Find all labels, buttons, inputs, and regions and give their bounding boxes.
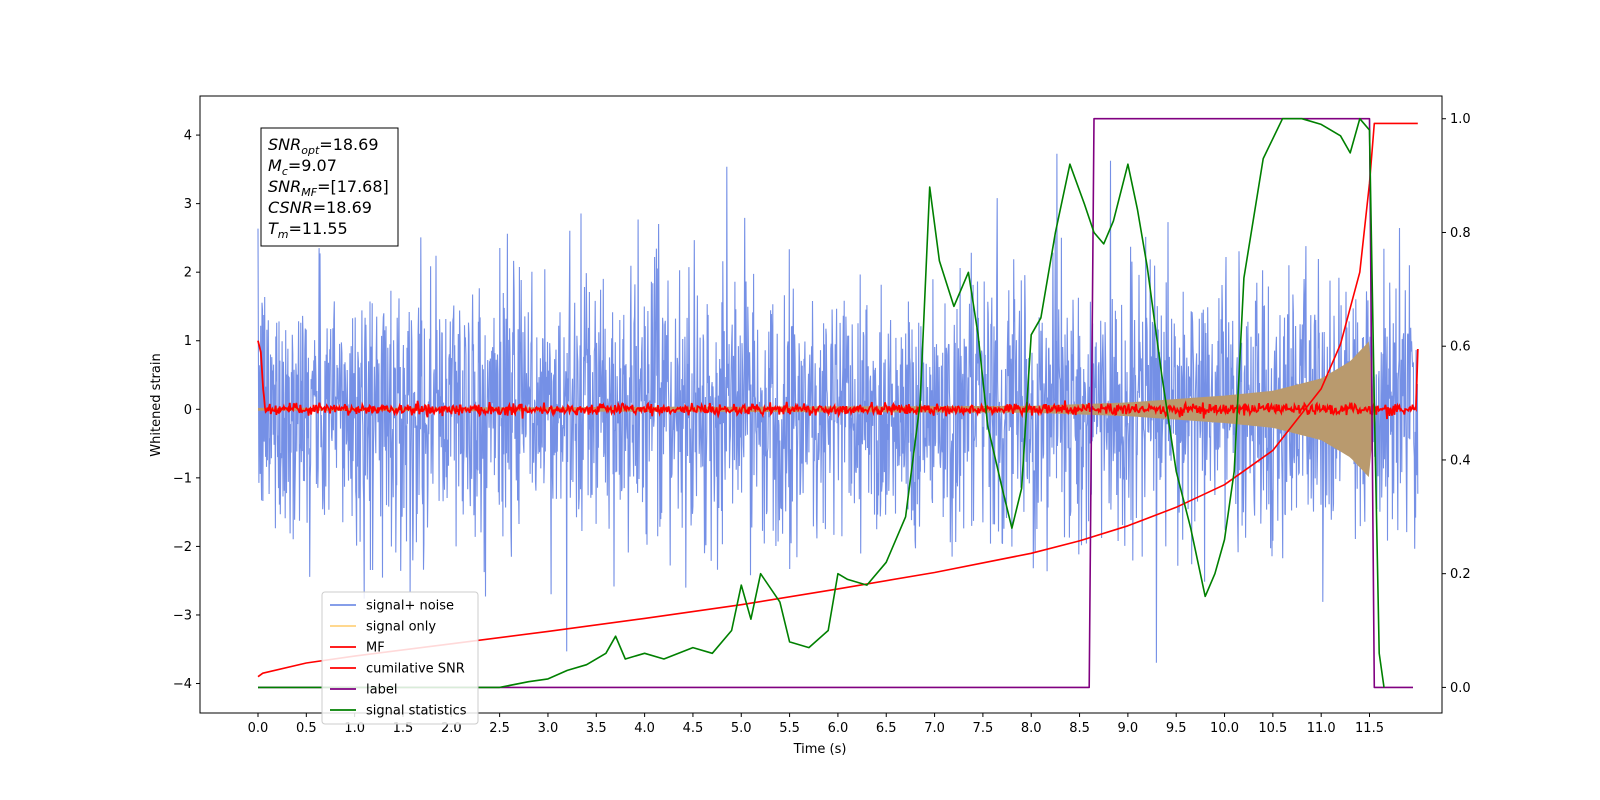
series-mf	[257, 340, 1419, 420]
x-tick-label: 2.0	[441, 721, 462, 736]
y-right-tick-label: 0.6	[1450, 340, 1471, 355]
x-tick-label: 8.0	[1021, 721, 1042, 736]
x-tick-label: 9.0	[1118, 721, 1139, 736]
legend-label: label	[366, 683, 397, 698]
x-axis: 0.0 0.5 1.0 1.5 2.0 2.5 3.0 3.5 4.0 4.5 5.0 5.5 6.0 6…	[248, 713, 1384, 736]
x-tick-label: 2.5	[489, 721, 510, 736]
y-left-axis: −4 −3 −2 −1 0 1 2 3 4	[173, 129, 200, 692]
x-tick-label: 5.5	[779, 721, 800, 736]
legend-label: signal statistics	[366, 704, 467, 719]
y-right-tick-label: 0.4	[1450, 453, 1471, 468]
stats-box: SNRopt=18.69Mc=9.07SNRMF=[17.68]CSNR=18.…	[260, 127, 399, 247]
legend-label: MF	[366, 641, 385, 656]
legend-label: signal+ noise	[366, 599, 454, 614]
x-tick-label: 6.0	[828, 721, 849, 736]
y-left-tick-label: 4	[184, 129, 192, 144]
y-right-axis: 0.0 0.2 0.4 0.6 0.8 1.0	[1442, 112, 1471, 696]
x-tick-label: 7.0	[924, 721, 945, 736]
legend-label: cumilative SNR	[366, 662, 465, 677]
x-tick-label: 3.0	[538, 721, 559, 736]
y-left-tick-label: 0	[184, 403, 192, 418]
y-left-tick-label: −3	[173, 608, 192, 623]
x-tick-label: 10.5	[1258, 721, 1287, 736]
stats-line: Tm=11.55	[268, 219, 348, 241]
x-tick-label: 0.5	[296, 721, 317, 736]
legend-frame	[321, 591, 479, 725]
stats-box-frame	[260, 127, 399, 247]
x-tick-label: 5.0	[731, 721, 752, 736]
legend: signal+ noise signal only MF cumilative SNR…	[321, 591, 479, 725]
series-label	[258, 117, 1413, 689]
x-axis-label: Time (s)	[793, 742, 847, 757]
x-tick-label: 10.0	[1210, 721, 1239, 736]
plot-frame	[199, 95, 1443, 714]
y-right-tick-label: 0.8	[1450, 226, 1471, 241]
y-left-tick-label: 3	[184, 197, 192, 212]
stats-line: SNRopt=18.69	[268, 135, 379, 157]
x-tick-label: 9.5	[1166, 721, 1187, 736]
x-tick-label: 4.5	[683, 721, 704, 736]
y-left-tick-label: −4	[173, 677, 192, 692]
x-tick-label: 0.0	[248, 721, 269, 736]
y-left-tick-label: −1	[173, 471, 192, 486]
y-right-tick-label: 0.2	[1450, 567, 1471, 582]
stats-line: CSNR=18.69	[268, 198, 372, 217]
y-left-tick-label: −2	[173, 540, 192, 555]
y-left-tick-label: 2	[184, 266, 192, 281]
x-tick-label: 1.5	[393, 721, 414, 736]
y-left-tick-label: 1	[184, 334, 192, 349]
x-tick-label: 8.5	[1069, 721, 1090, 736]
x-tick-label: 7.5	[973, 721, 994, 736]
x-tick-label: 3.5	[586, 721, 607, 736]
y-right-tick-label: 0.0	[1450, 681, 1471, 696]
series-signal-statistics	[258, 117, 1385, 689]
x-tick-label: 11.5	[1355, 721, 1384, 736]
x-tick-label: 11.0	[1307, 721, 1336, 736]
legend-label: signal only	[366, 620, 436, 635]
stats-line: SNRMF=[17.68]	[268, 177, 389, 199]
x-tick-label: 1.0	[344, 721, 365, 736]
stats-line: Mc=9.07	[268, 156, 337, 178]
y-right-tick-label: 1.0	[1450, 112, 1471, 127]
y-left-axis-label: Whitened strain	[149, 353, 164, 456]
x-tick-label: 4.0	[634, 721, 655, 736]
x-tick-label: 6.5	[876, 721, 897, 736]
